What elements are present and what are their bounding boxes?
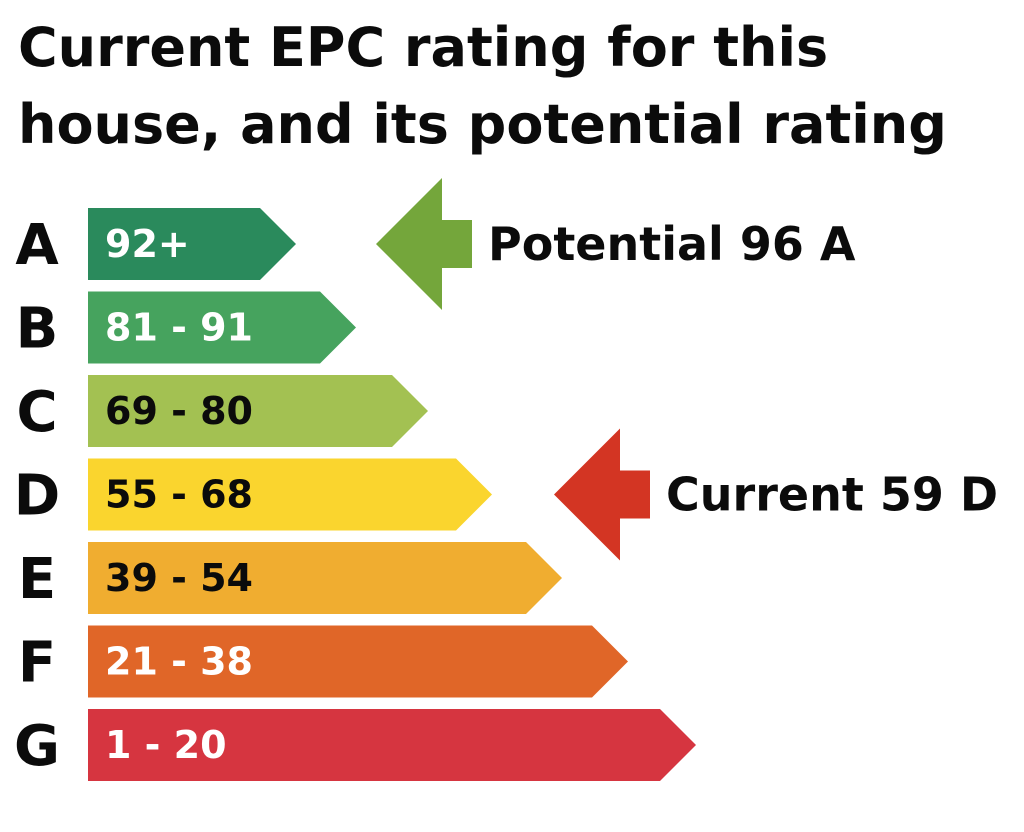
rating-bands: A 92+ B 81 - 91 C 69 - 80 D 55 - 68 E 39 - 54 F 21 …	[14, 208, 696, 781]
current-arrow	[554, 428, 650, 561]
band-letter-g: G	[14, 714, 60, 779]
chart-title-line-1: Current EPC rating for this	[18, 16, 828, 79]
chart-title-line-2: house, and its potential rating	[18, 93, 947, 156]
band-bar-b	[88, 291, 356, 364]
band-letter-f: F	[18, 631, 56, 696]
band-letter-b: B	[16, 297, 59, 362]
band-range-b: 81 - 91	[105, 306, 253, 350]
band-range-d: 55 - 68	[105, 473, 253, 517]
band-d: D 55 - 68	[14, 458, 492, 531]
band-g: G 1 - 20	[14, 709, 696, 781]
band-bar-a	[88, 208, 296, 280]
potential-rating-marker: Potential 96 A	[376, 178, 856, 310]
band-bar-c	[88, 375, 428, 447]
band-letter-e: E	[18, 547, 56, 612]
band-bar-g	[88, 709, 696, 781]
band-letter-a: A	[15, 213, 59, 278]
band-range-e: 39 - 54	[105, 556, 253, 600]
current-rating-marker: Current 59 D	[554, 428, 998, 561]
potential-arrow	[376, 178, 472, 310]
band-a: A 92+	[15, 208, 296, 280]
potential-rating-label: Potential 96 A	[488, 217, 856, 271]
band-range-c: 69 - 80	[105, 389, 253, 433]
band-bar-e	[88, 542, 562, 614]
band-range-a: 92+	[105, 222, 190, 266]
band-f: F 21 - 38	[18, 625, 628, 698]
band-e: E 39 - 54	[18, 542, 562, 614]
band-range-g: 1 - 20	[105, 723, 227, 767]
rating-markers: Potential 96 A Current 59 D	[376, 178, 998, 561]
current-rating-label: Current 59 D	[666, 468, 998, 522]
band-b: B 81 - 91	[16, 291, 356, 364]
band-letter-d: D	[14, 464, 60, 529]
band-bar-f	[88, 625, 628, 698]
band-letter-c: C	[16, 380, 57, 445]
band-range-f: 21 - 38	[105, 640, 253, 684]
band-bar-d	[88, 458, 492, 531]
band-c: C 69 - 80	[16, 375, 428, 447]
